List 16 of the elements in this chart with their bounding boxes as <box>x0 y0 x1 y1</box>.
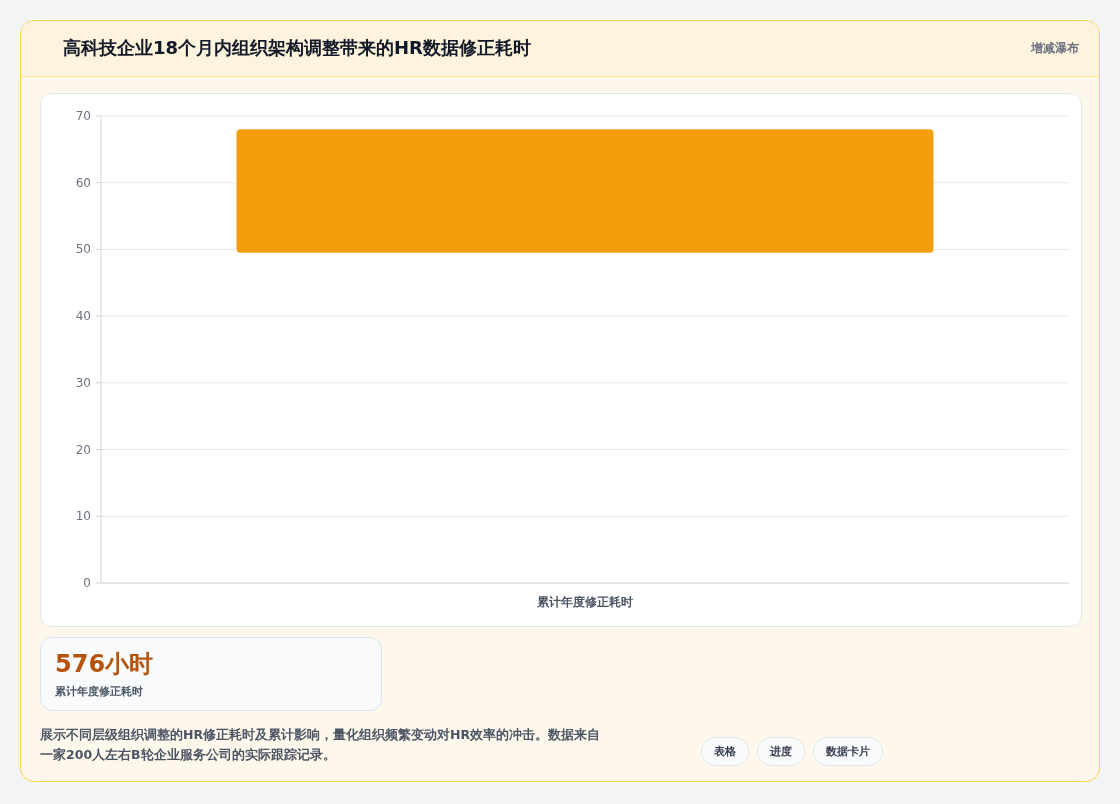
chart-title: 高科技企业18个月内组织架构调整带来的HR数据修正耗时 <box>63 36 531 60</box>
text: 表格 <box>701 737 749 766</box>
text: 进度 <box>757 737 805 766</box>
chart-subtitle: 增减瀑布 <box>1031 40 1079 57</box>
y-tick-label: 0 <box>83 576 91 590</box>
y-tick-label: 10 <box>75 509 91 524</box>
text: 数据卡片 <box>813 737 883 766</box>
y-tick-label: 30 <box>75 375 91 390</box>
text: 累计年度修正耗时 <box>55 684 143 699</box>
y-tick-label: 60 <box>75 175 91 190</box>
text: 576小时 <box>55 649 154 680</box>
y-tick-label: 50 <box>75 242 91 257</box>
y-tick-label: 40 <box>75 309 91 324</box>
y-tick-label: 70 <box>75 109 91 123</box>
text: 展示不同层级组织调整的HR修正耗时及累计影响，量化组织频繁变动对HR效率的冲击。数据来自一家200人左右B轮企业服务公司的实际跟踪记录。 <box>40 726 602 764</box>
y-tick-label: 20 <box>75 442 91 457</box>
